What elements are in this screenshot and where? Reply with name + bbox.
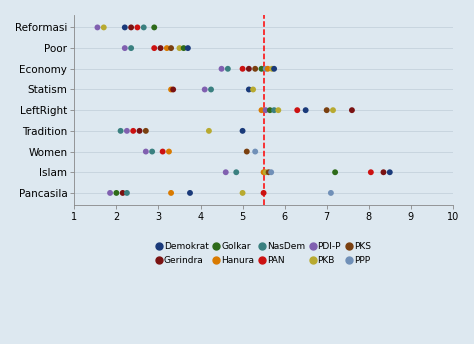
Point — [165, 149, 173, 154]
Point — [323, 107, 330, 113]
Point — [262, 170, 270, 175]
Point — [167, 45, 175, 51]
Point — [150, 25, 158, 30]
Point — [207, 87, 215, 92]
Point — [380, 170, 387, 175]
Point — [232, 170, 240, 175]
Point — [258, 107, 265, 113]
Point — [260, 190, 267, 196]
Point — [270, 107, 278, 113]
Point — [251, 149, 259, 154]
Point — [331, 170, 339, 175]
Point — [267, 170, 275, 175]
Point — [167, 190, 175, 196]
Point — [128, 25, 135, 30]
Point — [128, 45, 135, 51]
Point — [239, 190, 246, 196]
Point — [140, 25, 147, 30]
Point — [129, 128, 137, 133]
Point — [169, 87, 177, 92]
Point — [123, 128, 131, 133]
Point — [245, 66, 253, 72]
Point — [222, 170, 229, 175]
Point — [117, 128, 124, 133]
Point — [150, 45, 158, 51]
Point — [224, 66, 232, 72]
Point — [262, 107, 270, 113]
Point — [159, 149, 166, 154]
Point — [218, 66, 225, 72]
Point — [258, 66, 265, 72]
Point — [94, 25, 101, 30]
Legend: Demokrat, Gerindra, Golkar, Hanura, NasDem, PAN, PDI-P, PKB, PKS, PPP: Demokrat, Gerindra, Golkar, Hanura, NasD… — [156, 242, 371, 265]
Point — [142, 149, 150, 154]
Point — [367, 170, 374, 175]
Point — [167, 87, 175, 92]
Point — [243, 149, 251, 154]
Point — [264, 66, 272, 72]
Point — [180, 45, 188, 51]
Point — [119, 190, 127, 196]
Point — [123, 190, 131, 196]
Point — [262, 66, 270, 72]
Point — [260, 170, 267, 175]
Point — [163, 45, 171, 51]
Point — [249, 87, 257, 92]
Point — [201, 87, 209, 92]
Point — [251, 66, 259, 72]
Point — [239, 66, 246, 72]
Point — [121, 45, 128, 51]
Point — [302, 107, 310, 113]
Point — [148, 149, 156, 154]
Point — [386, 170, 393, 175]
Point — [100, 25, 108, 30]
Point — [245, 87, 253, 92]
Point — [268, 66, 276, 72]
Point — [176, 45, 183, 51]
Point — [113, 190, 120, 196]
Point — [293, 107, 301, 113]
Point — [157, 45, 164, 51]
Point — [327, 190, 335, 196]
Point — [186, 190, 194, 196]
Point — [106, 190, 114, 196]
Point — [205, 128, 213, 133]
Point — [274, 107, 282, 113]
Point — [265, 170, 273, 175]
Point — [136, 128, 143, 133]
Point — [239, 128, 246, 133]
Point — [184, 45, 191, 51]
Point — [142, 128, 150, 133]
Point — [270, 66, 278, 72]
Point — [348, 107, 356, 113]
Point — [266, 107, 273, 113]
Point — [121, 25, 128, 30]
Point — [134, 25, 141, 30]
Point — [329, 107, 337, 113]
